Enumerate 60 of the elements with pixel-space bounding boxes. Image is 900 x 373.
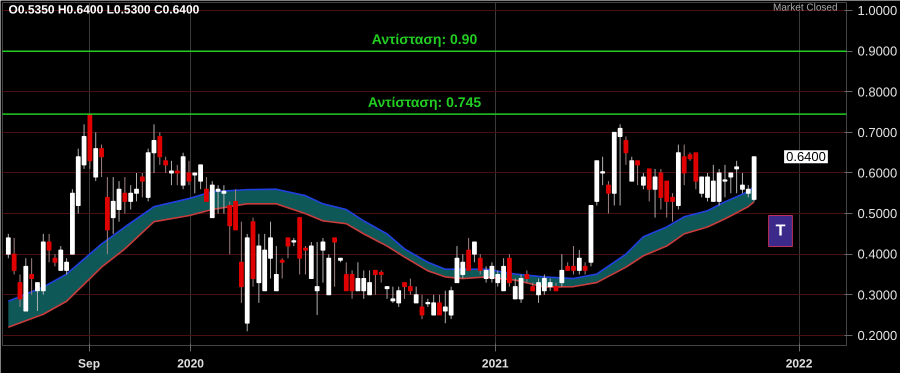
candlestick: [18, 274, 22, 308]
candlestick: [280, 258, 285, 280]
candlestick: [734, 160, 740, 194]
candlestick: [163, 156, 168, 174]
candlestick: [286, 237, 290, 259]
y-tick-label: 0.4000: [858, 246, 898, 262]
candlestick: [46, 233, 52, 263]
candlestick: [576, 250, 582, 275]
candlestick: [728, 172, 734, 194]
candlestick: [12, 237, 17, 275]
y-tick-label: 0.3000: [858, 287, 898, 302]
candlestick: [29, 258, 34, 296]
annotation: O0.5350 H0.6400 L0.5300 C0.6400: [8, 2, 200, 16]
y-tick-label: 1.0000: [858, 3, 898, 18]
candlestick: [624, 136, 628, 166]
candlestick: [314, 241, 320, 316]
y-tick-label: 0.2000: [858, 328, 898, 343]
candlestick: [478, 254, 483, 275]
y-tick-label: 0.9000: [858, 44, 898, 59]
annotation: Market Closed: [773, 2, 838, 14]
candlestick: [652, 168, 658, 218]
candlestick: [606, 180, 611, 214]
candlestick: [169, 160, 174, 186]
candlestick: [437, 294, 442, 316]
candlestick: [472, 241, 477, 263]
candlestick: [582, 262, 588, 275]
candlestick: [384, 286, 390, 300]
ref-line-label: Αντίσταση: 0.745: [368, 94, 482, 110]
y-tick-label: 0.6000: [858, 165, 898, 180]
x-tick-label: 2021: [482, 356, 509, 370]
y-tick-label: 0.7000: [858, 124, 898, 140]
candlestick: [414, 286, 419, 304]
candlestick: [466, 237, 472, 271]
candlestick: [6, 233, 11, 259]
candlestick: [186, 160, 192, 186]
x-tick-label: 2020: [177, 356, 204, 370]
ref-line-label: Αντίσταση: 0.90: [372, 31, 478, 48]
candlestick: [320, 237, 326, 284]
candlestick: [420, 294, 424, 320]
candlestick: [140, 172, 145, 198]
x-tick-label: 2022: [786, 356, 813, 370]
candlestick: [646, 168, 652, 202]
annotation: T: [776, 222, 786, 240]
candlestick: [641, 172, 646, 190]
candlestick: [204, 176, 209, 202]
candlestick: [174, 164, 180, 186]
candlestick: [332, 237, 337, 288]
candlestick: [635, 160, 640, 186]
y-tick-label: 0.5000: [858, 206, 898, 222]
candlestick: [122, 176, 128, 214]
candlestick: [99, 144, 104, 178]
y-tick-label: 0.8000: [858, 84, 898, 100]
candlestick: [52, 254, 58, 267]
candlestick: [157, 132, 162, 166]
annotation: 0.6400: [786, 149, 826, 164]
candlestick: [629, 156, 634, 182]
candlestick: [274, 246, 279, 292]
candlestick: [559, 254, 564, 288]
candlestick: [524, 270, 530, 284]
x-tick-label: Sep: [78, 356, 100, 370]
